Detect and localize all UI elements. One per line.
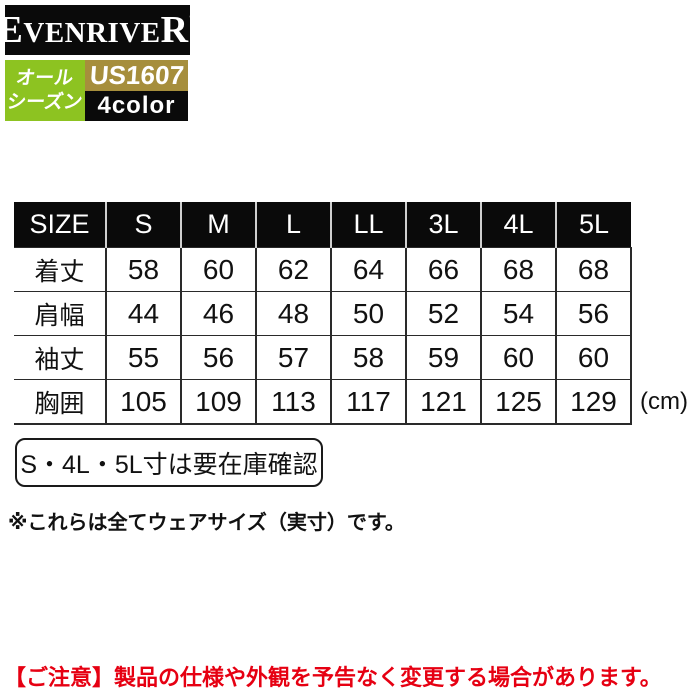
model-number-label: US1607 [88, 60, 185, 90]
header-cell-3l: 3L [405, 202, 481, 248]
row-label-sleeve-length: 袖丈 [14, 335, 106, 380]
cell-value: 46 [180, 291, 256, 336]
all-season-badge-line1: オール [15, 67, 76, 89]
row-label-chest: 胸囲 [14, 379, 106, 425]
size-table: SIZE S M L LL 3L 4L 5L 着丈 58 60 62 64 66… [14, 202, 632, 425]
cell-value: 60 [555, 335, 632, 380]
header-cell-m: M [180, 202, 256, 248]
all-season-badge: オール シーズン [5, 60, 85, 121]
header-cell-s: S [105, 202, 181, 248]
logo-letters-mid: VENRIVE [23, 17, 161, 49]
table-row-body-length: 着丈 58 60 62 64 66 68 68 [14, 247, 632, 292]
cell-value: 54 [480, 291, 556, 336]
cell-value: 44 [105, 291, 181, 336]
cell-value: 113 [255, 379, 331, 425]
cell-value: 50 [330, 291, 406, 336]
size-table-header-row: SIZE S M L LL 3L 4L 5L [14, 202, 631, 248]
cell-value: 52 [405, 291, 481, 336]
stock-check-note-text: S・4L・5L寸は要在庫確認 [20, 450, 318, 479]
cell-value: 117 [330, 379, 406, 425]
cell-value: 64 [330, 247, 406, 292]
cell-value: 56 [555, 291, 632, 336]
stock-check-note-box: S・4L・5L寸は要在庫確認 [15, 438, 323, 487]
cell-value: 48 [255, 291, 331, 336]
header-cell-ll: LL [330, 202, 406, 248]
cell-value: 60 [180, 247, 256, 292]
table-row-chest: 胸囲 105 109 113 117 121 125 129 [14, 379, 632, 425]
table-row-shoulder-width: 肩幅 44 46 48 50 52 54 56 [14, 291, 632, 336]
registered-trademark-icon: ® [189, 12, 198, 23]
wear-size-note: ※これらは全てウェアサイズ（実寸）です。 [8, 512, 405, 534]
row-label-shoulder-width: 肩幅 [14, 291, 106, 336]
cell-value: 68 [480, 247, 556, 292]
color-count-label: 4color [97, 92, 176, 119]
cell-value: 60 [480, 335, 556, 380]
logo-letter-first: E [0, 9, 24, 51]
cell-value: 109 [180, 379, 256, 425]
cell-value: 129 [555, 379, 632, 425]
row-label-body-length: 着丈 [14, 247, 106, 292]
header-cell-size: SIZE [14, 202, 106, 248]
cell-value: 105 [105, 379, 181, 425]
header-cell-l: L [255, 202, 331, 248]
cell-value: 58 [105, 247, 181, 292]
cell-value: 125 [480, 379, 556, 425]
unit-label: (cm) [640, 388, 688, 415]
model-number-badge: US1607 [85, 60, 188, 91]
table-row-sleeve-length: 袖丈 55 56 57 58 59 60 60 [14, 335, 632, 380]
color-count-badge: 4color [85, 91, 188, 121]
cell-value: 62 [255, 247, 331, 292]
logo-letter-last: R [160, 9, 189, 51]
cell-value: 55 [105, 335, 181, 380]
brand-logo: EVENRIVER® [0, 5, 197, 55]
brand-logo-text: EVENRIVER® [0, 11, 197, 49]
header-cell-5l: 5L [555, 202, 631, 248]
header-cell-4l: 4L [480, 202, 556, 248]
cell-value: 58 [330, 335, 406, 380]
cell-value: 66 [405, 247, 481, 292]
caution-notice: 【ご注意】製品の仕様や外観を予告なく変更する場合があります。 [4, 665, 662, 690]
cell-value: 57 [255, 335, 331, 380]
cell-value: 59 [405, 335, 481, 380]
cell-value: 121 [405, 379, 481, 425]
all-season-badge-line2: シーズン [6, 91, 85, 113]
cell-value: 56 [180, 335, 256, 380]
cell-value: 68 [555, 247, 632, 292]
